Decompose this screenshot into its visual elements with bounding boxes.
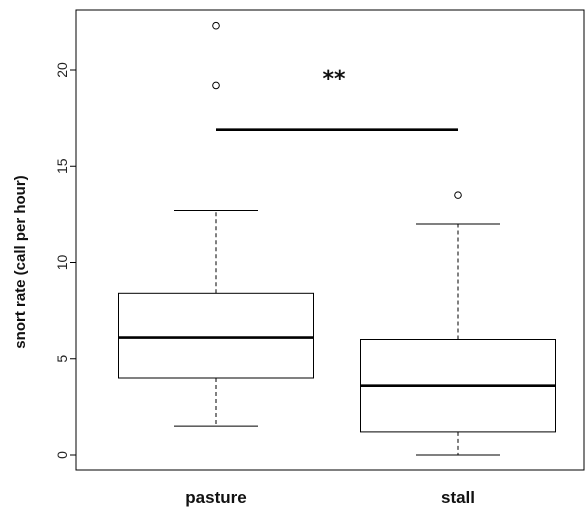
y-axis-ticks: 0 5 10 15 20: [54, 62, 76, 459]
y-tick-label: 10: [54, 255, 70, 271]
box-pasture: [118, 21, 314, 427]
outlier-point: [454, 191, 462, 199]
outlier-point: [212, 81, 220, 90]
y-tick-label: 5: [54, 355, 70, 363]
iqr-box: [118, 292, 314, 379]
boxes-group: [118, 21, 556, 456]
significance-label: **: [322, 67, 346, 92]
significance-group: **: [216, 67, 458, 131]
y-tick-label: 15: [54, 158, 70, 174]
x-category-label: stall: [441, 488, 475, 507]
y-tick-label: 0: [54, 451, 70, 459]
outlier-point: [212, 21, 220, 30]
x-category-label: pasture: [185, 488, 246, 507]
y-axis-label: snort rate (call per hour): [12, 175, 29, 348]
x-axis-labels: pasture stall: [185, 488, 475, 507]
box-stall: [360, 191, 556, 456]
y-tick-label: 20: [54, 62, 70, 78]
